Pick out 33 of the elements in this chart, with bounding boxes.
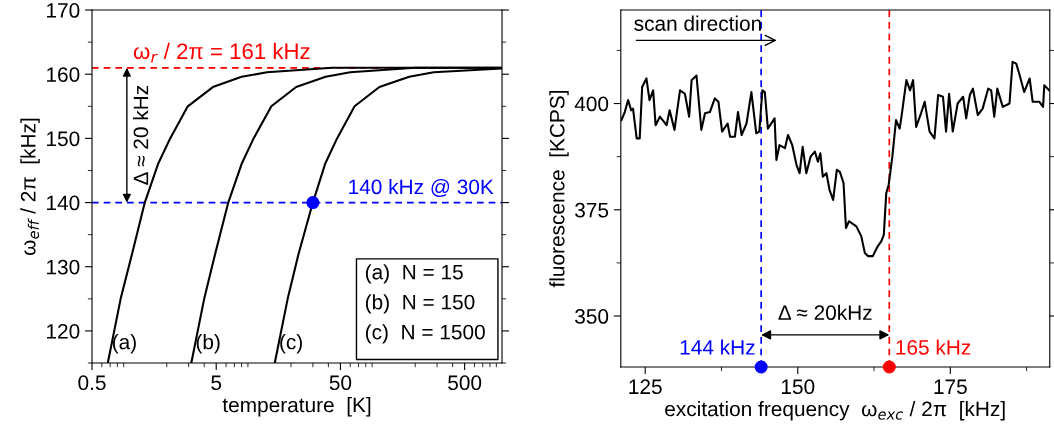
annotation: scan direction [634, 15, 761, 31]
annotation: (b) N = 150 [365, 294, 475, 314]
y-tick-label: 160 [47, 67, 80, 82]
x-tick-label: 0.5 [78, 375, 106, 391]
x-tick-label: 50 [329, 375, 352, 391]
y-tick-label: 350 [575, 309, 609, 324]
y-axis-title: ω$_{eff}$ / 2π [kHz] [20, 118, 40, 256]
x-axis-title: excitation frequency ω$_{exc}$ / 2π [kHz] [665, 401, 1005, 421]
annotation: Δ ≈ 20 kHz [133, 85, 149, 185]
x-tick-label: 150 [781, 379, 815, 395]
y-tick-label: 120 [47, 323, 80, 339]
y-tick-label: 150 [47, 131, 80, 147]
annotation: (a) [112, 334, 136, 354]
x-tick-label: 175 [934, 379, 967, 395]
x-tick-label: 125 [629, 379, 662, 395]
ref-line-label: 144 kHz [680, 339, 755, 355]
y-tick-label: 375 [575, 202, 609, 218]
annotation: (b) [196, 334, 220, 354]
ref-line-label: ω$_{r}$ / 2π = 161 kHz [133, 42, 310, 63]
x-axis-title: temperature [K] [222, 397, 371, 417]
y-axis-title: fluorescence [KCPS] [549, 91, 569, 288]
ref-line-label: 140 kHz @ 30K [349, 178, 494, 197]
y-tick-label: 400 [574, 96, 609, 112]
x-tick-label: 500 [448, 375, 482, 391]
y-tick-label: 140 [47, 195, 80, 211]
annotation: (c) [280, 334, 302, 354]
annotation: (a) N = 15 [365, 264, 463, 284]
annotation: (c) N = 1500 [365, 324, 485, 344]
ref-line-label: 165 kHz [896, 339, 971, 355]
annotation: Δ ≈ 20kHz [778, 304, 872, 321]
y-tick-label: 130 [47, 259, 80, 275]
y-tick-label: 170 [47, 3, 80, 18]
x-tick-label: 5 [211, 375, 222, 391]
